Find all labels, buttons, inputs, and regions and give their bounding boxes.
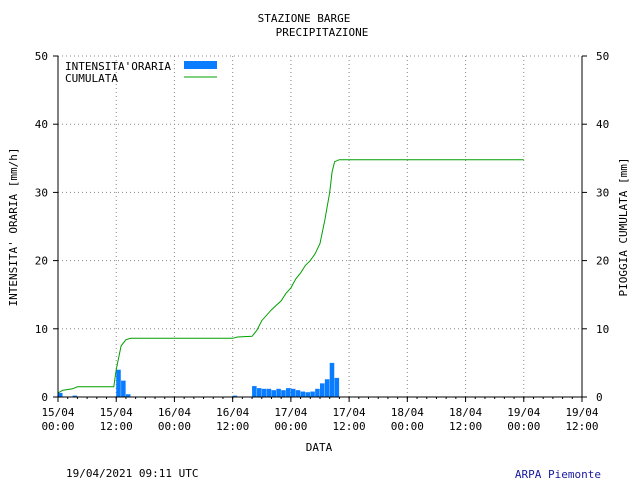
- y-tick-label-right: 30: [596, 186, 609, 199]
- intensity-bar: [305, 392, 310, 397]
- intensity-bar: [256, 388, 262, 397]
- y-axis-label-right: PIOGGIA CUMULATA [mm]: [617, 157, 630, 296]
- intensity-bar: [295, 390, 301, 397]
- intensity-bar: [252, 386, 257, 397]
- y-tick-label-left: 50: [35, 50, 48, 63]
- y-tick-label-right: 0: [596, 391, 603, 404]
- intensity-bar: [281, 390, 286, 397]
- x-tick-label-time: 00:00: [41, 420, 74, 433]
- chart-subtitle: PRECIPITAZIONE: [276, 26, 369, 39]
- legend-swatch-intensity: [184, 61, 217, 69]
- cumulative-line: [57, 159, 524, 394]
- legend-label-intensity: INTENSITA'ORARIA: [65, 60, 171, 73]
- x-tick-label-time: 00:00: [391, 420, 424, 433]
- x-tick-label-date: 15/04: [100, 406, 133, 419]
- legend-label-cumulative: CUMULATA: [65, 72, 118, 85]
- chart-title: STAZIONE BARGE: [258, 12, 351, 25]
- y-tick-label-right: 10: [596, 323, 609, 336]
- intensity-bar: [320, 383, 325, 397]
- intensity-bar: [271, 390, 277, 397]
- intensity-bar: [261, 388, 267, 397]
- x-tick-label-date: 16/04: [216, 406, 249, 419]
- y-tick-label-right: 50: [596, 50, 609, 63]
- x-tick-label-time: 12:00: [100, 420, 133, 433]
- x-tick-label-time: 12:00: [449, 420, 482, 433]
- y-tick-label-left: 20: [35, 255, 48, 268]
- intensity-bar: [290, 388, 296, 397]
- x-tick-label-date: 19/04: [565, 406, 598, 419]
- intensity-bar: [324, 379, 330, 397]
- intensity-bar: [286, 388, 291, 397]
- intensity-bar: [315, 388, 320, 397]
- x-tick-label-date: 18/04: [391, 406, 424, 419]
- axes: [53, 55, 587, 402]
- y-tick-label-right: 40: [596, 118, 609, 131]
- x-tick-label-time: 12:00: [216, 420, 249, 433]
- x-tick-label-date: 17/04: [274, 406, 307, 419]
- x-tick-label-time: 12:00: [333, 420, 366, 433]
- bar-series: [58, 362, 340, 397]
- y-tick-label-left: 10: [35, 323, 48, 336]
- intensity-bar: [58, 392, 63, 397]
- y-tick-label-left: 30: [35, 186, 48, 199]
- intensity-bar: [232, 395, 238, 397]
- intensity-bar: [125, 394, 131, 397]
- x-tick-label-time: 00:00: [274, 420, 307, 433]
- x-tick-label-time: 12:00: [565, 420, 598, 433]
- intensity-bar: [329, 362, 335, 397]
- x-tick-label-date: 17/04: [333, 406, 366, 419]
- footer-timestamp: 19/04/2021 09:11 UTC: [66, 467, 198, 480]
- x-tick-label-time: 00:00: [158, 420, 191, 433]
- intensity-bar: [276, 388, 281, 397]
- intensity-bar: [334, 377, 340, 397]
- intensity-bar: [121, 380, 126, 397]
- legend: INTENSITA'ORARIA CUMULATA: [65, 60, 217, 85]
- y-tick-label-left: 40: [35, 118, 48, 131]
- intensity-bar: [266, 388, 272, 397]
- x-tick-label-date: 18/04: [449, 406, 482, 419]
- intensity-bar: [72, 395, 78, 397]
- x-tick-label-date: 19/04: [507, 406, 540, 419]
- x-tick-label-date: 16/04: [158, 406, 191, 419]
- x-axis-label: DATA: [306, 441, 333, 454]
- y-tick-label-right: 20: [596, 255, 609, 268]
- y-tick-label-left: 0: [41, 391, 48, 404]
- grid-lines: [58, 55, 582, 397]
- x-tick-label-time: 00:00: [507, 420, 540, 433]
- y-axis-label-left: INTENSITA' ORARIA [mm/h]: [7, 148, 20, 307]
- intensity-bar: [300, 391, 306, 397]
- x-tick-label-date: 15/04: [41, 406, 74, 419]
- intensity-bar: [116, 369, 121, 397]
- line-series: [57, 159, 524, 394]
- intensity-bar: [310, 391, 315, 397]
- footer-source: ARPA Piemonte: [515, 468, 601, 480]
